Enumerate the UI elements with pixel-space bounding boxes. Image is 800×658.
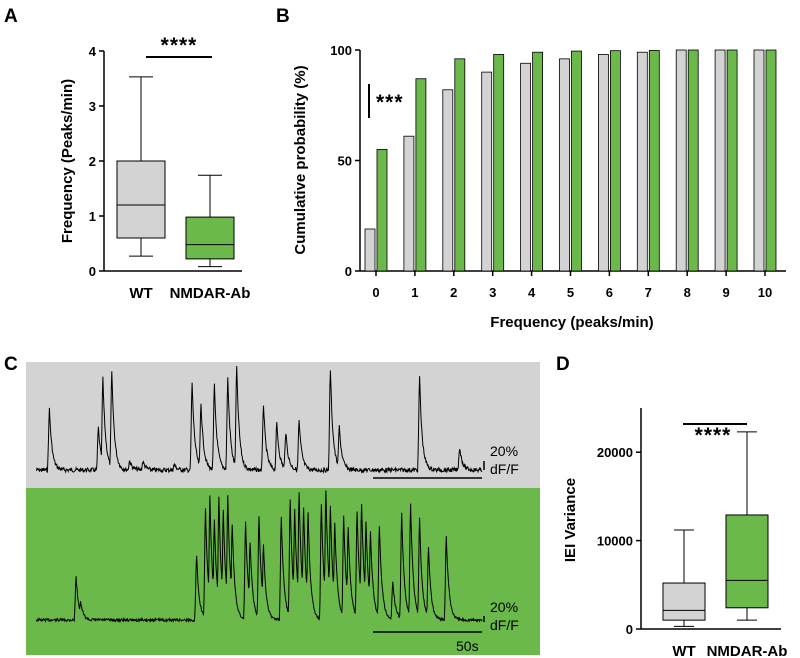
box bbox=[725, 514, 769, 609]
y-tick-label: 10000 bbox=[597, 534, 633, 549]
bar bbox=[364, 228, 376, 272]
bar bbox=[687, 49, 699, 272]
panel-b-barchart: Cumulative probability (%) Frequency (pe… bbox=[292, 43, 786, 331]
group-label: WT bbox=[129, 285, 152, 302]
trace-wt bbox=[35, 365, 483, 475]
panel-b-ylabel: Cumulative probability (%) bbox=[292, 65, 309, 254]
bar bbox=[403, 135, 415, 272]
bar bbox=[415, 78, 427, 272]
y-tick-label: 50 bbox=[338, 154, 352, 169]
x-tick-label: 4 bbox=[528, 285, 536, 300]
group-label: NMDAR-Ab bbox=[707, 643, 788, 658]
scale-unit-top: dF/F bbox=[490, 461, 519, 477]
panel-label-d: D bbox=[556, 354, 570, 375]
scale-time: 50s bbox=[456, 638, 479, 654]
y-tick-label: 3 bbox=[89, 99, 96, 114]
x-tick-label: 2 bbox=[450, 285, 457, 300]
bar bbox=[598, 54, 609, 272]
bar bbox=[493, 54, 505, 272]
x-tick-label: 9 bbox=[722, 285, 729, 300]
bar bbox=[610, 50, 621, 272]
box bbox=[116, 160, 166, 239]
bar bbox=[765, 49, 777, 272]
y-tick-label: 2 bbox=[89, 154, 96, 169]
box bbox=[662, 582, 706, 621]
y-tick-label: 0 bbox=[89, 264, 96, 279]
panel-label-b: B bbox=[276, 6, 290, 27]
bar bbox=[571, 50, 582, 272]
bar bbox=[454, 58, 466, 272]
x-tick-label: 0 bbox=[372, 285, 379, 300]
x-tick-label: 5 bbox=[567, 285, 574, 300]
bar bbox=[442, 89, 454, 272]
bar bbox=[376, 149, 388, 272]
y-tick-label: 20000 bbox=[597, 445, 633, 460]
panel-a-ylabel: Frequency (Peaks/min) bbox=[59, 79, 76, 243]
scale-amplitude-bottom: 20% bbox=[490, 599, 518, 615]
bar bbox=[559, 58, 570, 272]
bar bbox=[648, 50, 660, 272]
trace-nmdar bbox=[35, 490, 483, 624]
y-tick-label: 100 bbox=[330, 43, 352, 58]
x-tick-label: 8 bbox=[684, 285, 691, 300]
panel-label-a: A bbox=[4, 6, 18, 27]
panel-d-significance: **** bbox=[695, 424, 732, 447]
panel-d-boxplot: IEI Variance **** 0 10000 20000 WT NMDAR-Ab bbox=[562, 408, 787, 658]
x-tick-label: 6 bbox=[606, 285, 613, 300]
bar bbox=[532, 51, 543, 272]
bar bbox=[636, 51, 648, 272]
x-tick-label: 3 bbox=[489, 285, 496, 300]
panel-b-significance: *** bbox=[376, 91, 404, 114]
y-tick-label: 0 bbox=[345, 264, 352, 279]
x-tick-label: 10 bbox=[758, 285, 772, 300]
panel-label-c: C bbox=[4, 354, 18, 375]
x-tick-label: 7 bbox=[645, 285, 652, 300]
x-tick-label: 1 bbox=[411, 285, 418, 300]
box bbox=[185, 216, 235, 260]
panel-a-boxplot: Frequency (Peaks/min) **** 0 1 2 3 4 WT NMDAR-… bbox=[59, 34, 250, 302]
panel-b-xlabel: Frequency (peaks/min) bbox=[490, 314, 653, 331]
panel-a-significance: **** bbox=[161, 34, 198, 57]
bar bbox=[714, 49, 726, 272]
bar bbox=[753, 49, 765, 272]
group-label: NMDAR-Ab bbox=[170, 285, 251, 302]
bar bbox=[520, 62, 531, 272]
y-tick-label: 0 bbox=[626, 622, 633, 637]
panel-c-traces: 20% dF/F 20% dF/F 50s bbox=[26, 362, 540, 655]
y-tick-label: 4 bbox=[89, 44, 97, 59]
bar bbox=[726, 49, 738, 272]
bar bbox=[675, 49, 687, 272]
scale-unit-bottom: dF/F bbox=[490, 617, 519, 633]
bar bbox=[481, 71, 493, 272]
y-tick-label: 1 bbox=[89, 209, 96, 224]
group-label: WT bbox=[672, 643, 695, 658]
scale-amplitude-top: 20% bbox=[490, 443, 518, 459]
panel-d-ylabel: IEI Variance bbox=[562, 478, 579, 562]
